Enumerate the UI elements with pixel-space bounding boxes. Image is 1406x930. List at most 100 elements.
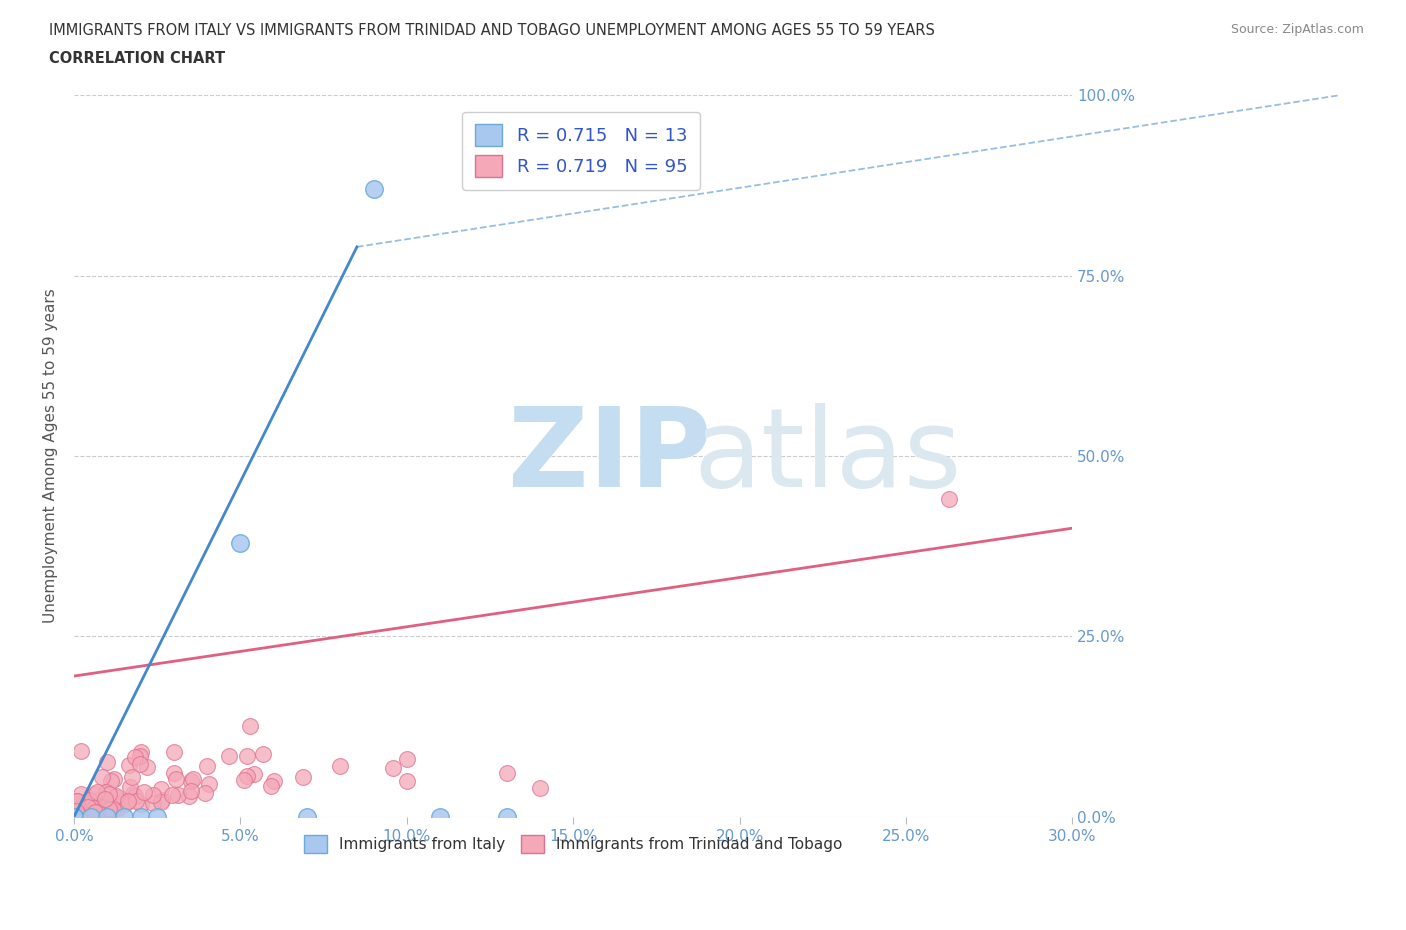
Point: [96, 809, 118, 824]
Point: [129, 796, 152, 811]
Point: [195, 759, 218, 774]
Point: [150, 795, 173, 810]
Point: [363, 181, 385, 196]
Point: [160, 788, 183, 803]
Point: [67, 807, 90, 822]
Point: [100, 774, 122, 789]
Point: [87, 792, 110, 807]
Point: [94, 804, 117, 819]
Point: [167, 787, 190, 802]
Text: CORRELATION CHART: CORRELATION CHART: [49, 51, 225, 66]
Text: Source: ZipAtlas.com: Source: ZipAtlas.com: [1230, 23, 1364, 36]
Point: [291, 770, 314, 785]
Point: [163, 744, 186, 759]
Point: [243, 766, 266, 781]
Point: [77, 792, 100, 807]
Point: [117, 794, 139, 809]
Point: [938, 492, 960, 507]
Point: [100, 804, 122, 818]
Point: [107, 796, 129, 811]
Point: [72, 802, 94, 817]
Point: [135, 760, 157, 775]
Point: [260, 778, 283, 793]
Point: [73, 800, 96, 815]
Point: [100, 801, 122, 816]
Point: [198, 777, 221, 791]
Point: [87, 804, 110, 818]
Point: [105, 789, 128, 804]
Point: [238, 719, 260, 734]
Point: [66, 793, 89, 808]
Point: [104, 790, 127, 804]
Point: [75, 794, 97, 809]
Point: [83, 804, 105, 819]
Text: IMMIGRANTS FROM ITALY VS IMMIGRANTS FROM TRINIDAD AND TOBAGO UNEMPLOYMENT AMONG : IMMIGRANTS FROM ITALY VS IMMIGRANTS FROM…: [49, 23, 935, 38]
Point: [329, 759, 352, 774]
Point: [86, 805, 108, 820]
Point: [124, 794, 146, 809]
Point: [66, 794, 89, 809]
Point: [229, 535, 252, 550]
Point: [84, 787, 107, 802]
Point: [103, 802, 125, 817]
Point: [132, 784, 155, 799]
Point: [84, 804, 107, 818]
Point: [180, 783, 202, 798]
Point: [142, 795, 165, 810]
Point: [128, 748, 150, 763]
Point: [70, 787, 93, 802]
Point: [96, 754, 118, 769]
Point: [124, 789, 146, 804]
Point: [529, 780, 551, 795]
Point: [149, 781, 172, 796]
Point: [495, 809, 517, 824]
Point: [129, 756, 152, 771]
Point: [165, 772, 187, 787]
Point: [129, 744, 152, 759]
Point: [118, 779, 141, 794]
Point: [98, 787, 121, 802]
Point: [77, 799, 100, 814]
Point: [63, 809, 86, 824]
Point: [429, 809, 451, 824]
Point: [395, 773, 418, 788]
Point: [94, 799, 117, 814]
Text: atlas: atlas: [693, 403, 962, 510]
Point: [118, 758, 141, 773]
Point: [233, 773, 256, 788]
Point: [83, 800, 105, 815]
Point: [121, 770, 143, 785]
Point: [67, 804, 90, 819]
Point: [63, 809, 86, 824]
Point: [295, 809, 318, 824]
Point: [495, 766, 517, 781]
Point: [80, 809, 103, 824]
Point: [101, 796, 124, 811]
Text: ZIP: ZIP: [509, 403, 711, 510]
Point: [91, 770, 114, 785]
Point: [236, 768, 259, 783]
Point: [112, 809, 135, 824]
Point: [63, 809, 86, 824]
Point: [121, 786, 143, 801]
Point: [98, 802, 121, 817]
Point: [63, 805, 86, 820]
Point: [382, 761, 405, 776]
Point: [395, 751, 418, 766]
Point: [150, 792, 173, 807]
Point: [142, 788, 165, 803]
Point: [94, 791, 117, 806]
Point: [236, 748, 259, 763]
Point: [146, 809, 169, 824]
Y-axis label: Unemployment Among Ages 55 to 59 years: Unemployment Among Ages 55 to 59 years: [44, 288, 58, 623]
Point: [180, 773, 202, 788]
Point: [129, 809, 152, 824]
Point: [252, 747, 274, 762]
Point: [177, 789, 200, 804]
Point: [181, 772, 204, 787]
Point: [107, 800, 129, 815]
Point: [111, 794, 134, 809]
Point: [70, 744, 93, 759]
Point: [263, 773, 285, 788]
Point: [163, 766, 186, 781]
